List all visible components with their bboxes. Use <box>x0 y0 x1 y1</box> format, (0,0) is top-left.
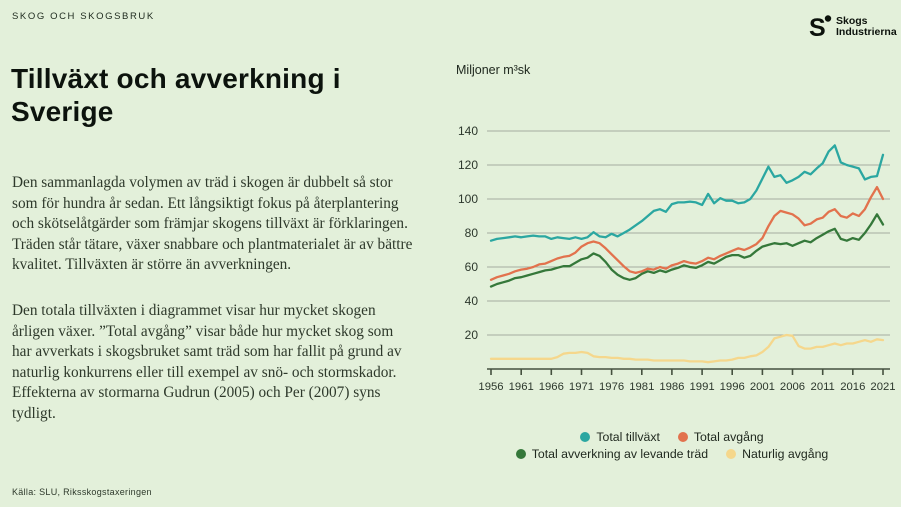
brand-logo-line2: Industrierna <box>836 26 897 38</box>
chart-unit-label: Miljoner m³sk <box>456 63 531 77</box>
brand-logo-line1: Skogs <box>836 15 868 27</box>
ytick-20: 20 <box>465 328 479 342</box>
legend-item-total-avverkning: Total avverkning av levande träd <box>515 447 709 461</box>
skogsindustrierna-logo-icon: S <box>809 13 833 45</box>
series-line-total-tillv-xt <box>489 144 885 242</box>
xtick-2021: 2021 <box>870 381 895 393</box>
svg-text:S: S <box>809 14 826 40</box>
ytick-120: 120 <box>458 158 478 172</box>
series-line-total-avg-ng <box>489 185 885 281</box>
xtick-1966: 1966 <box>539 381 564 393</box>
ytick-140: 140 <box>458 124 478 138</box>
ytick-40: 40 <box>465 294 479 308</box>
chart-area: 20 40 60 80 100 120 140 1956 1961 1966 1971 1976 198… <box>443 92 901 404</box>
legend-dot-total-avgang <box>677 432 688 442</box>
xtick-1976: 1976 <box>599 381 624 393</box>
legend-dot-total-tillvaxt <box>580 432 591 442</box>
series-line-total-avverkning-av-levande-tr-d <box>489 213 885 288</box>
brand-logo-text: Skogs Industrierna <box>836 13 897 38</box>
xtick-1981: 1981 <box>629 381 654 393</box>
body-paragraph-2: Den totala tillväxten i diagrammet visar… <box>12 302 402 422</box>
body-paragraph-1: Den sammanlagda volymen av träd i skogen… <box>12 174 413 274</box>
xtick-2001: 2001 <box>750 381 775 393</box>
eyebrow-heading: SKOG OCH SKOGSBRUK <box>12 11 155 22</box>
brand-logo: S Skogs Industrierna <box>809 13 897 45</box>
xtick-1961: 1961 <box>509 381 534 393</box>
xtick-2006: 2006 <box>780 381 805 393</box>
xtick-2011: 2011 <box>811 381 835 393</box>
legend-item-total-tillvaxt: Total tillväxt <box>580 430 660 444</box>
ytick-80: 80 <box>465 226 479 240</box>
legend-label-naturlig-avgang: Naturlig avgång <box>742 447 829 461</box>
xtick-1986: 1986 <box>659 381 684 393</box>
legend-label-total-tillvaxt: Total tillväxt <box>596 430 660 444</box>
xtick-1991: 1991 <box>690 381 715 393</box>
ytick-60: 60 <box>465 260 479 274</box>
legend-item-total-avgang: Total avgång <box>677 430 764 444</box>
ytick-100: 100 <box>458 192 478 206</box>
legend-label-total-avverkning: Total avverkning av levande träd <box>531 447 709 461</box>
legend-row-2: Total avverkning av levande träd Naturli… <box>515 447 828 461</box>
page-title: Tillväxt och avverkning i Sverige <box>11 63 341 127</box>
legend-label-total-avgang: Total avgång <box>693 430 764 444</box>
chart-legend: Total tillväxt Total avgång Total avverk… <box>443 430 901 461</box>
xtick-1956: 1956 <box>478 381 503 393</box>
source-note: Källa: SLU, Riksskogstaxeringen <box>12 487 152 497</box>
legend-item-naturlig-avgang: Naturlig avgång <box>726 447 828 461</box>
legend-row-1: Total tillväxt Total avgång <box>580 430 764 444</box>
series-line-naturlig-avg-ng <box>489 333 885 364</box>
xtick-2016: 2016 <box>840 381 865 393</box>
xtick-1996: 1996 <box>720 381 745 393</box>
legend-dot-naturlig-avgang <box>726 449 737 459</box>
xtick-1971: 1971 <box>569 381 594 393</box>
legend-dot-total-avverkning <box>515 449 526 459</box>
line-chart: 20 40 60 80 100 120 140 1956 1961 1966 1971 1976 198… <box>458 124 896 393</box>
